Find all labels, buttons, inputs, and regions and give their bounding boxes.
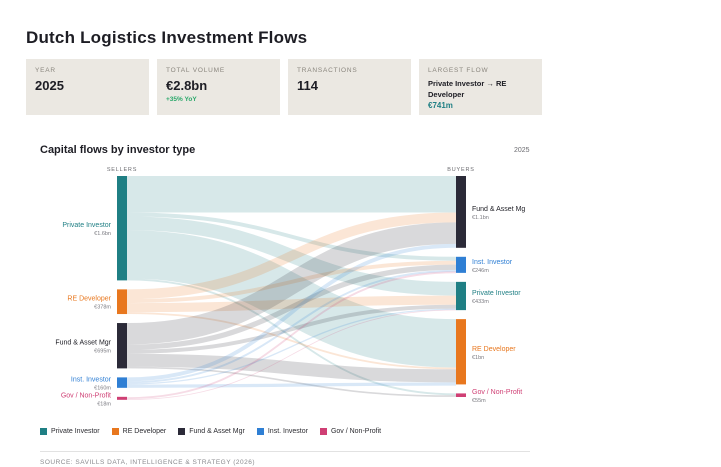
flow-fund-asset-mgr-to-inst-investor <box>126 264 457 350</box>
seller-value-private-investor: €1.6bn <box>94 231 111 237</box>
footer-divider <box>40 451 530 452</box>
kpi-flow-text: Private Investor → RE Developer <box>428 79 507 99</box>
kpi-value: €2.8bn <box>166 78 208 93</box>
kpi-label: TOTAL VOLUME <box>166 67 225 74</box>
flow-private-investor-to-private-investor <box>126 216 457 296</box>
legend-swatch <box>319 428 327 435</box>
buyer-node-private-investor <box>456 281 466 311</box>
flow-fund-asset-mgr-to-fund-asset-mg <box>126 222 457 345</box>
kpi-label: YEAR <box>35 67 56 74</box>
chart-title: Capital flows by investor type <box>40 144 196 156</box>
legend-swatch <box>111 428 119 435</box>
legend-swatch <box>256 428 264 435</box>
buyer-label-fund-asset-mg: Fund & Asset Mg <box>472 206 525 213</box>
buyers-header: BUYERS <box>447 167 474 173</box>
kpi-value: 2025 <box>35 78 64 93</box>
seller-label-private-investor: Private Investor <box>62 222 111 229</box>
buyer-node-re-developer <box>456 319 466 385</box>
kpi-label: TRANSACTIONS <box>297 67 358 74</box>
flow-gov-non-profit-to-inst-investor <box>126 271 457 400</box>
flow-inst-investor-to-inst-investor <box>126 269 457 384</box>
buyer-value-inst-investor: €246m <box>472 268 489 274</box>
buyer-node-inst-investor <box>456 256 466 273</box>
sellers-header: SELLERS <box>107 167 137 173</box>
buyer-node-fund-asset-mg <box>456 176 466 248</box>
kpi-label: LARGEST FLOW <box>428 67 489 74</box>
kpi-year: YEAR 2025 <box>26 59 149 115</box>
seller-label-fund-asset-mgr: Fund & Asset Mgr <box>55 340 111 347</box>
buyer-value-private-investor: €433m <box>472 299 489 305</box>
flow-re-developer-to-inst-investor <box>126 260 457 304</box>
kpi-value: 114 <box>297 78 318 93</box>
kpi-largest-flow: LARGEST FLOW Private Investor → RE Devel… <box>419 59 542 115</box>
seller-label-re-developer: RE Developer <box>67 296 111 303</box>
flow-inst-investor-to-re-developer <box>126 382 457 388</box>
legend-item-gov-non-profit: Gov / Non-Profit <box>319 428 382 435</box>
flow-inst-investor-to-private-investor <box>126 308 457 385</box>
legend-item-private-investor: Private Investor <box>40 428 100 435</box>
legend-label: RE Developer <box>122 428 167 435</box>
flow-private-investor-to-re-developer <box>126 230 457 368</box>
flow-re-developer-to-fund-asset-mg <box>126 212 457 300</box>
seller-node-inst-investor <box>117 377 127 388</box>
flow-private-investor-to-inst-investor <box>126 212 457 261</box>
legend: Private Investor RE Developer Fund & Asset… <box>40 428 381 435</box>
seller-label-inst-investor: Inst. Investor <box>71 377 112 384</box>
legend-label: Inst. Investor <box>267 428 308 435</box>
legend-item-re-developer: RE Developer <box>111 428 167 435</box>
seller-value-gov-non-profit: €18m <box>97 401 111 407</box>
seller-value-re-developer: €378m <box>94 305 111 311</box>
legend-label: Fund & Asset Mgr <box>189 428 245 435</box>
flow-private-investor-to-gov-non-profit <box>126 278 457 396</box>
buyer-label-private-investor: Private Investor <box>472 290 521 297</box>
legend-label: Private Investor <box>51 428 100 435</box>
legend-item-fund-asset-mgr: Fund & Asset Mgr <box>178 428 245 435</box>
buyer-label-gov-non-profit: Gov / Non-Profit <box>472 389 522 396</box>
seller-node-fund-asset-mgr <box>117 323 127 369</box>
seller-node-gov-non-profit <box>117 396 127 400</box>
flow-re-developer-to-re-developer <box>126 312 457 370</box>
buyer-node-gov-non-profit <box>456 393 466 397</box>
buyer-value-fund-asset-mg: €1.1bn <box>472 215 489 221</box>
flow-re-developer-to-private-investor <box>126 295 457 313</box>
legend-item-inst-investor: Inst. Investor <box>256 428 308 435</box>
buyer-value-re-developer: €1bn <box>472 355 484 361</box>
flow-fund-asset-mgr-to-private-investor <box>126 304 457 354</box>
legend-swatch <box>40 428 47 435</box>
kpi-row: YEAR 2025 TOTAL VOLUME €2.8bn +35% YoY T… <box>26 59 542 115</box>
legend-label: Gov / Non-Profit <box>330 428 382 435</box>
kpi-flow-value: €741m <box>428 101 453 110</box>
flow-fund-asset-mgr-to-gov-non-profit <box>126 366 457 397</box>
seller-node-private-investor <box>117 176 127 281</box>
page-title: Dutch Logistics Investment Flows <box>26 28 308 47</box>
seller-label-gov-non-profit: Gov / Non-Profit <box>61 392 111 399</box>
kpi-change: +35% YoY <box>166 96 197 103</box>
source-note: SOURCE: SAVILLS DATA, INTELLIGENCE & STR… <box>40 459 256 466</box>
kpi-total-volume: TOTAL VOLUME €2.8bn +35% YoY <box>157 59 280 115</box>
seller-value-fund-asset-mgr: €695m <box>94 349 111 355</box>
kpi-transactions: TRANSACTIONS 114 <box>288 59 411 115</box>
seller-value-inst-investor: €160m <box>94 386 111 392</box>
seller-node-re-developer <box>117 289 127 315</box>
legend-swatch <box>178 428 186 435</box>
buyer-label-inst-investor: Inst. Investor <box>472 259 513 266</box>
flow-inst-investor-to-fund-asset-mg <box>126 243 457 382</box>
flow-group <box>126 175 457 401</box>
flow-gov-non-profit-to-private-investor <box>126 309 457 401</box>
buyer-value-gov-non-profit: €55m <box>472 398 486 404</box>
buyer-label-re-developer: RE Developer <box>472 346 516 353</box>
chart-year: 2025 <box>514 147 530 154</box>
flow-fund-asset-mgr-to-re-developer <box>126 353 457 383</box>
